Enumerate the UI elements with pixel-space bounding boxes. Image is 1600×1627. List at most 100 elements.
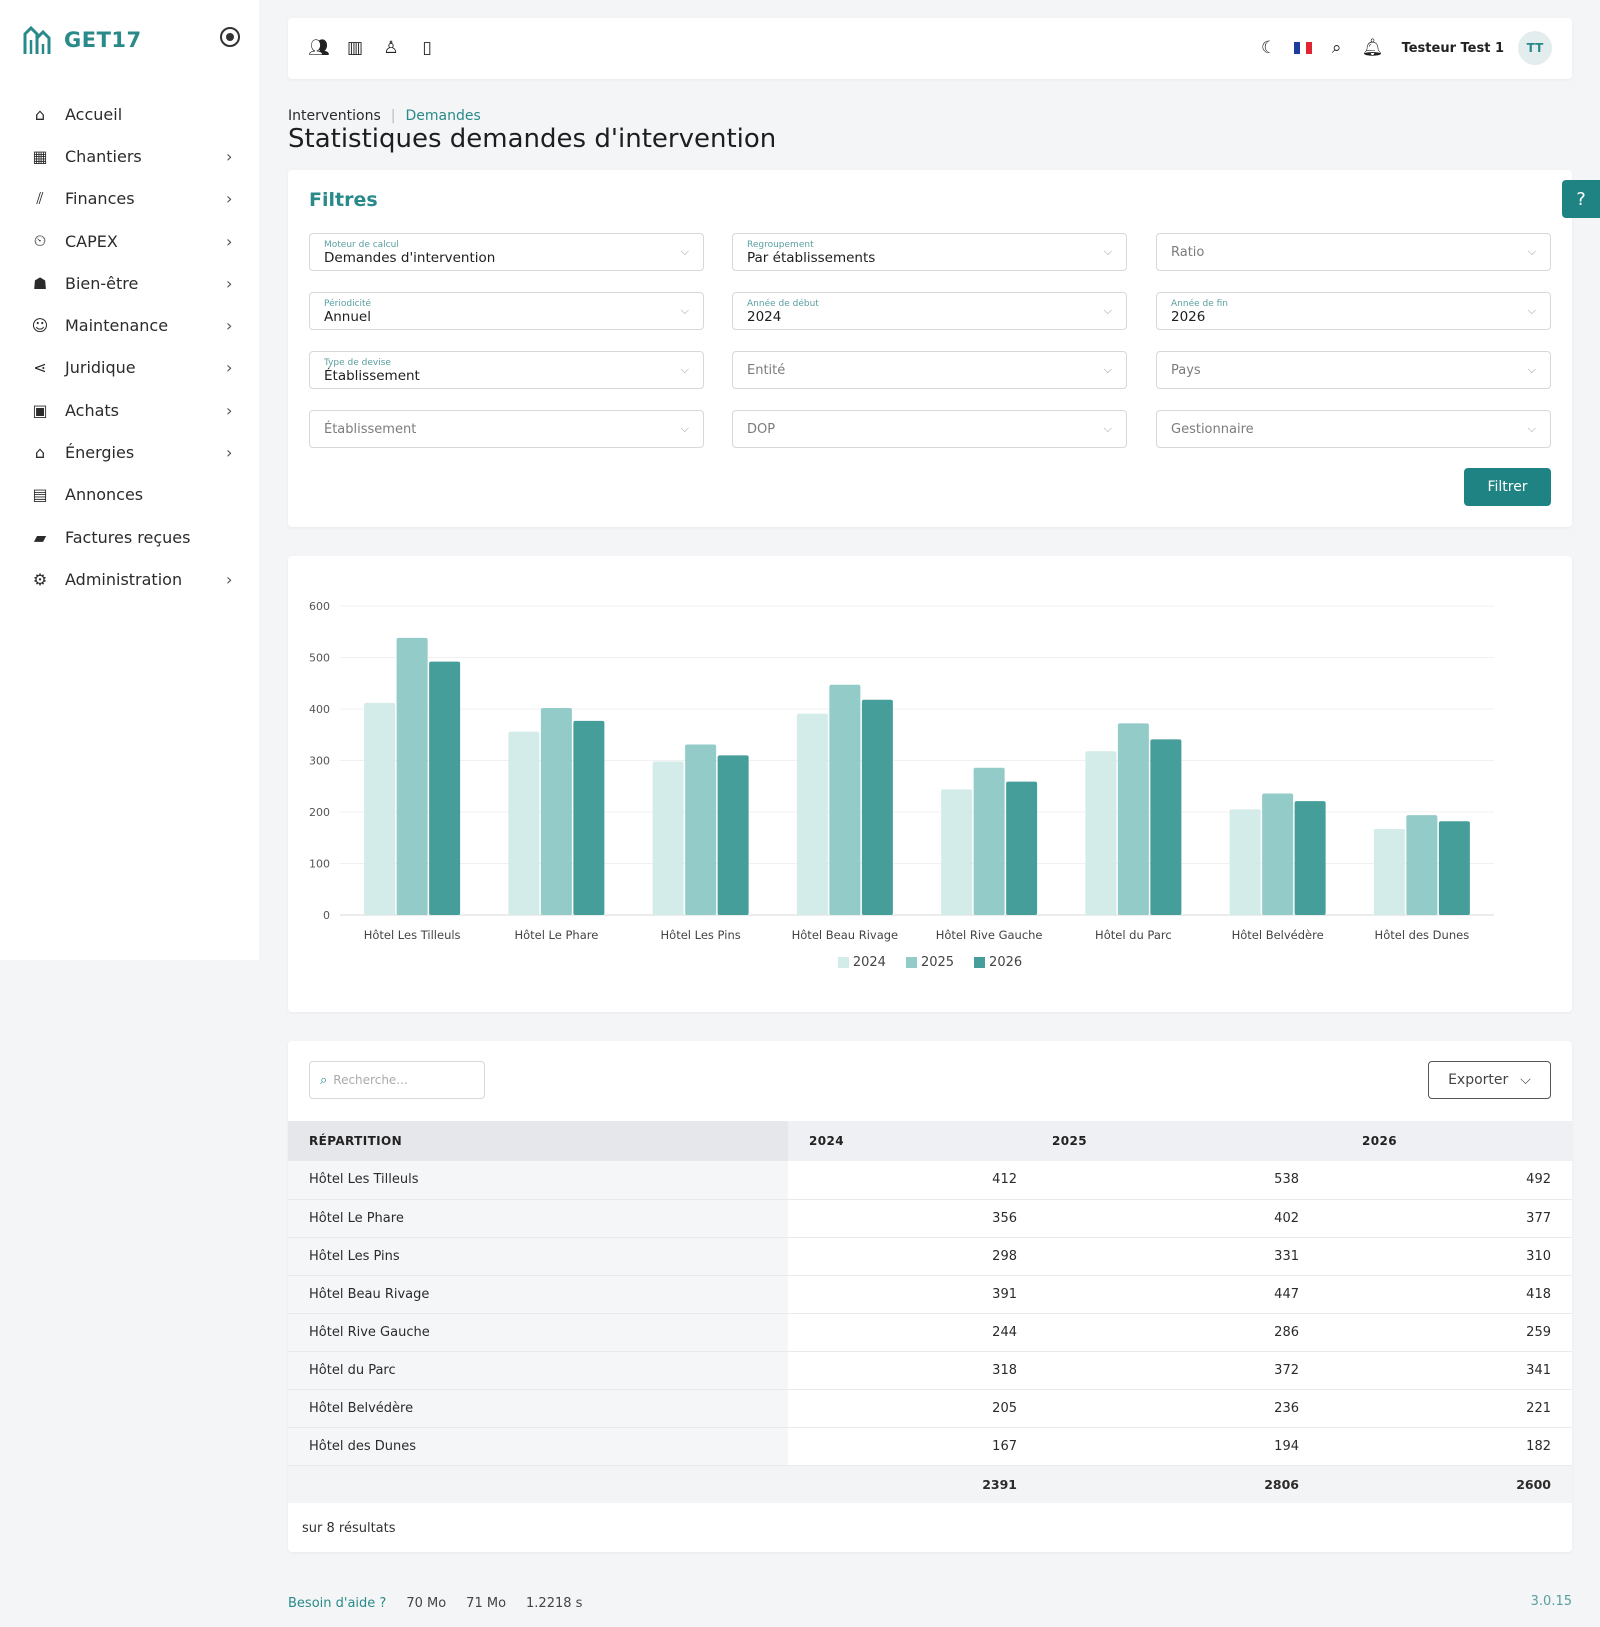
- sidebar-item-capex[interactable]: ⏲ CAPEX ›: [0, 220, 259, 262]
- y-tick-label: 500: [309, 652, 330, 665]
- regroupement-select[interactable]: Regroupement Par établissements ⌵: [732, 233, 1127, 271]
- pays-select[interactable]: Pays ⌵: [1156, 351, 1551, 389]
- search-icon[interactable]: ⌕: [1331, 38, 1342, 58]
- column-header-repartition[interactable]: RÉPARTITION: [288, 1121, 788, 1161]
- breadcrumb-demandes[interactable]: Demandes: [405, 108, 481, 124]
- worker-icon[interactable]: ♙: [383, 38, 399, 58]
- logo-icon: [23, 25, 51, 54]
- ratio-select[interactable]: Ratio ⌵: [1156, 233, 1551, 271]
- sidebar-item-chantiers[interactable]: ▦ Chantiers ›: [0, 135, 259, 177]
- table-row: Hôtel Rive Gauche 244 286 259: [288, 1313, 1572, 1352]
- cell-2025: 447: [1038, 1275, 1320, 1314]
- help-tab-button[interactable]: ?: [1562, 180, 1600, 218]
- table-row: Hôtel Beau Rivage 391 447 418: [288, 1275, 1572, 1314]
- search-box[interactable]: ⌕: [309, 1061, 485, 1099]
- user-name[interactable]: Testeur Test 1: [1401, 40, 1504, 56]
- y-tick-label: 200: [309, 806, 330, 819]
- column-header-2024[interactable]: 2024: [788, 1121, 1038, 1161]
- bell-icon[interactable]: 🔔︎: [1361, 38, 1384, 58]
- bar-2024: Hôtel Les Pins — 2024: 298: [652, 761, 684, 915]
- legend-item-2024[interactable]: 2024: [837, 955, 886, 970]
- sidebar-item-bien-etre[interactable]: ☗ Bien-être ›: [0, 262, 259, 304]
- home-icon: ⌂: [34, 104, 46, 124]
- type-devise-select[interactable]: Type de devise Établissement ⌵: [309, 351, 704, 389]
- table-row: Hôtel Les Tilleuls 412 538 492: [288, 1161, 1572, 1200]
- share-icon: ⋖: [33, 358, 47, 378]
- cell-2024: 356: [788, 1199, 1038, 1238]
- search-input[interactable]: [333, 1073, 474, 1087]
- entite-select[interactable]: Entité ⌵: [732, 351, 1127, 389]
- sidebar-item-juridique[interactable]: ⋖ Juridique ›: [0, 347, 259, 389]
- export-button[interactable]: Exporter ⌵: [1428, 1061, 1551, 1099]
- sidebar-item-label: Achats: [65, 400, 120, 420]
- y-tick-label: 400: [309, 703, 330, 716]
- sidebar-item-achats[interactable]: ▣ Achats ›: [0, 389, 259, 431]
- filters-panel: Filtres Moteur de calcul Demandes d'inte…: [288, 170, 1572, 527]
- total-label-cell: [288, 1465, 788, 1503]
- annee-debut-select[interactable]: Année de début 2024 ⌵: [732, 292, 1127, 330]
- sidebar-item-label: Chantiers: [65, 146, 142, 166]
- bar-2025: Hôtel Belvédère — 2025: 236: [1262, 793, 1294, 915]
- help-link[interactable]: Besoin d'aide ?: [288, 1596, 387, 1611]
- store-icon: ▤: [32, 485, 48, 505]
- sidebar-item-energies[interactable]: ⌂ Énergies ›: [0, 431, 259, 473]
- bar-2024: Hôtel des Dunes — 2024: 167: [1373, 828, 1405, 915]
- sidebar-item-maintenance[interactable]: ☺ Maintenance ›: [0, 304, 259, 346]
- cell-2024: 244: [788, 1313, 1038, 1352]
- column-header-2025[interactable]: 2025: [1038, 1121, 1320, 1161]
- brand[interactable]: GET17: [22, 24, 142, 56]
- dark-mode-moon-icon[interactable]: ☾: [1260, 38, 1277, 58]
- field-label: Regroupement: [747, 240, 814, 250]
- table-row: Hôtel Le Phare 356 402 377: [288, 1199, 1572, 1238]
- dop-select[interactable]: DOP ⌵: [732, 410, 1127, 448]
- sidebar-item-label: Accueil: [65, 104, 123, 124]
- sidebar-item-accueil[interactable]: ⌂ Accueil: [0, 93, 259, 135]
- users-icon[interactable]: 👥︎: [308, 38, 330, 58]
- y-tick-label: 0: [323, 909, 330, 922]
- version-label: 3.0.15: [1530, 1594, 1572, 1609]
- table-row: Hôtel Belvédère 205 236 221: [288, 1389, 1572, 1428]
- chevron-down-icon: ⌵: [1527, 245, 1536, 258]
- field-label: Type de devise: [324, 358, 391, 368]
- y-tick-label: 300: [309, 755, 330, 768]
- sidebar-item-administration[interactable]: ⚙ Administration ›: [0, 558, 259, 600]
- cell-2024: 205: [788, 1389, 1038, 1428]
- cell-2024: 298: [788, 1237, 1038, 1276]
- legend-item-2026[interactable]: 2026: [974, 955, 1022, 970]
- document-icon[interactable]: ▯: [422, 38, 432, 58]
- memory-usage-2: 71 Mo: [466, 1596, 507, 1611]
- cell-2025: 194: [1038, 1427, 1320, 1466]
- collapse-sidebar-icon[interactable]: [220, 27, 240, 47]
- chevron-right-icon: ›: [226, 358, 233, 378]
- chart-legend: 2024 2025 2026: [288, 955, 1572, 970]
- annee-fin-select[interactable]: Année de fin 2026 ⌵: [1156, 292, 1551, 330]
- table-row: Hôtel du Parc 318 372 341: [288, 1351, 1572, 1390]
- breadcrumb-interventions[interactable]: Interventions: [288, 108, 381, 124]
- field-value: Par établissements: [747, 250, 876, 266]
- sidebar-item-label: Énergies: [65, 443, 135, 463]
- energy-house-icon: ⌂: [34, 443, 46, 463]
- gestionnaire-select[interactable]: Gestionnaire ⌵: [1156, 410, 1551, 448]
- column-header-2026[interactable]: 2026: [1320, 1121, 1572, 1161]
- row-name: Hôtel Belvédère: [288, 1389, 788, 1428]
- sidebar-item-finances[interactable]: ⫽ Finances ›: [0, 178, 259, 220]
- table-row: Hôtel des Dunes 167 194 182: [288, 1427, 1572, 1466]
- chevron-right-icon: ›: [226, 273, 233, 293]
- french-flag-icon[interactable]: [1293, 42, 1312, 54]
- buildings-icon[interactable]: ▥: [346, 38, 364, 58]
- filter-button[interactable]: Filtrer: [1464, 468, 1551, 506]
- moteur-calcul-select[interactable]: Moteur de calcul Demandes d'intervention…: [309, 233, 704, 271]
- field-value: Annuel: [324, 309, 371, 325]
- sidebar-item-annonces[interactable]: ▤ Annonces: [0, 474, 259, 516]
- etablissement-select[interactable]: Établissement ⌵: [309, 410, 704, 448]
- periodicite-select[interactable]: Périodicité Annuel ⌵: [309, 292, 704, 330]
- sidebar-item-factures-recues[interactable]: ▰ Factures reçues: [0, 516, 259, 558]
- brand-name: GET17: [64, 28, 142, 52]
- avatar[interactable]: TT: [1518, 31, 1552, 65]
- legend-item-2025[interactable]: 2025: [905, 955, 954, 970]
- cell-2026: 310: [1320, 1237, 1572, 1276]
- bar-2026: Hôtel Le Phare — 2026: 377: [573, 720, 605, 915]
- results-count: sur 8 résultats: [302, 1521, 396, 1536]
- legend-label: 2024: [852, 955, 886, 970]
- bar-2024: Hôtel Belvédère — 2024: 205: [1229, 809, 1261, 915]
